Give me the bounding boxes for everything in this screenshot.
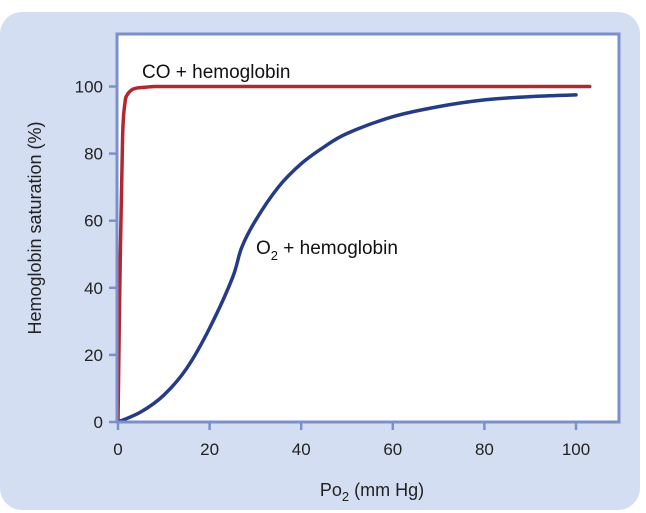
x-tick-label-100: 100	[562, 440, 590, 459]
o2-curve-label-sub: 2	[271, 248, 278, 263]
y-tick-label-40: 40	[84, 279, 103, 298]
x-tick-label-60: 60	[383, 440, 402, 459]
x-tick-label-20: 20	[200, 440, 219, 459]
x-tick-label-80: 80	[475, 440, 494, 459]
y-tick-label-20: 20	[84, 346, 103, 365]
y-tick-label-0: 0	[94, 413, 103, 432]
x-axis-title-sub: 2	[342, 489, 349, 504]
co-hemoglobin-curve	[116, 84, 592, 424]
y-tick-label-60: 60	[84, 212, 103, 231]
o2-curve-label-rest: + hemoglobin	[278, 238, 398, 259]
co-curve-label: CO + hemoglobin	[142, 62, 290, 83]
plot-frame	[115, 32, 621, 424]
o2-hemoglobin-curve	[116, 93, 578, 424]
x-tick-label-40: 40	[292, 440, 311, 459]
plot-area	[117, 34, 619, 422]
x-axis-title: Po2 (mm Hg)	[320, 480, 424, 504]
co-curve-label-text: CO + hemoglobin	[142, 62, 290, 83]
x-tick-label-0: 0	[113, 440, 122, 459]
y-tick-label-100: 100	[75, 78, 103, 97]
x-axis-title-rest: (mm Hg)	[349, 480, 424, 500]
o2-curve-label: O2 + hemoglobin	[256, 238, 398, 263]
o2-curve-label-base: O	[256, 238, 271, 259]
y-tick-label-80: 80	[84, 145, 103, 164]
x-axis-title-base: Po	[320, 480, 342, 500]
y-axis-title: Hemoglobin saturation (%)	[25, 121, 45, 334]
